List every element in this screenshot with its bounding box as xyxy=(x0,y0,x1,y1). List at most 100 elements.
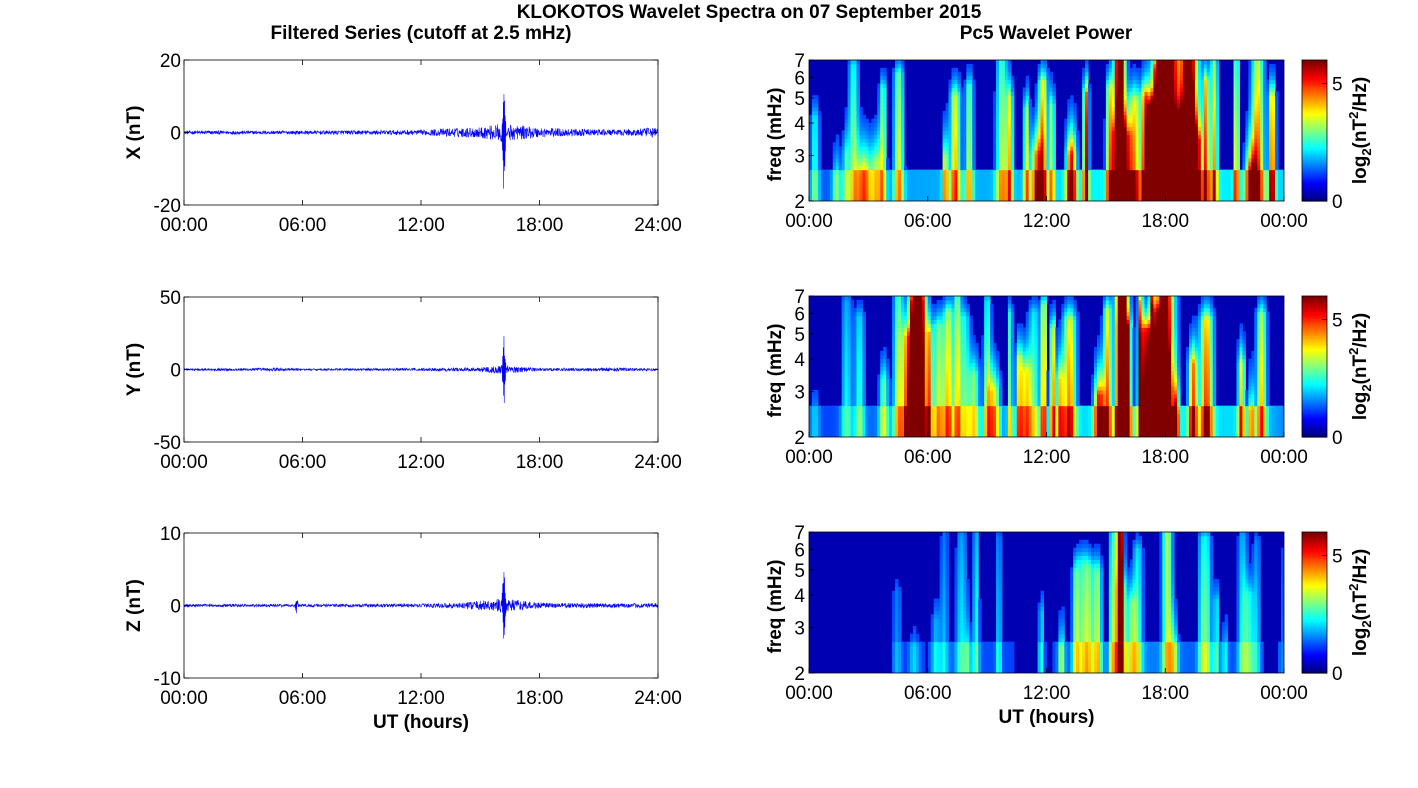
heatmap-cell xyxy=(1049,103,1053,108)
heatmap-cell xyxy=(850,173,855,178)
heatmap-cell xyxy=(1212,126,1217,131)
heatmap-cell xyxy=(1067,118,1071,124)
heatmap-cell xyxy=(904,374,908,379)
heatmap-cell xyxy=(1174,87,1178,92)
heatmap-cell xyxy=(1123,107,1128,112)
heatmap-cell xyxy=(853,354,857,360)
heatmap-cell xyxy=(1251,95,1255,100)
heatmap-cell xyxy=(856,154,860,159)
heatmap-cell xyxy=(1001,71,1006,77)
heatmap-cell xyxy=(1088,146,1092,151)
heatmap-cell xyxy=(942,177,947,182)
heatmap-cell xyxy=(1114,193,1119,198)
heatmap-cell xyxy=(853,107,857,112)
heatmap-cell xyxy=(909,413,914,418)
heatmap-cell xyxy=(1191,107,1196,112)
heatmap-cell xyxy=(892,296,896,301)
heatmap-cell xyxy=(1236,142,1240,147)
heatmap-cell xyxy=(1224,173,1229,178)
heatmap-cell xyxy=(1203,91,1208,96)
heatmap-cell xyxy=(933,193,938,198)
heatmap-cell xyxy=(1108,138,1113,143)
heatmap-cell xyxy=(1085,91,1089,96)
heatmap-cell xyxy=(1120,138,1125,143)
heatmap-cell xyxy=(1123,63,1128,69)
heatmap-cell xyxy=(1064,134,1068,139)
heatmap-cell xyxy=(1150,95,1154,100)
heatmap-cell xyxy=(984,189,988,194)
heatmap-cell xyxy=(1266,138,1270,143)
heatmap-cell xyxy=(847,197,852,201)
heatmap-cell xyxy=(868,169,872,175)
left-column-title: Filtered Series (cutoff at 2.5 mHz) xyxy=(271,23,572,44)
heatmap-cell xyxy=(1126,197,1131,201)
heatmap-cell xyxy=(1150,103,1154,108)
colorbar-swatch xyxy=(1302,170,1327,173)
heatmap-cell xyxy=(859,413,863,418)
heatmap-cell xyxy=(838,157,843,163)
heatmap-cell xyxy=(1141,114,1145,120)
heatmap-cell xyxy=(1162,173,1166,178)
heatmap-cell xyxy=(1189,114,1193,120)
heatmap-cell xyxy=(850,366,855,371)
heatmap-cell xyxy=(904,169,908,175)
heatmap-cell xyxy=(960,138,964,143)
heatmap-cell xyxy=(1180,71,1184,77)
heatmap-cell xyxy=(1067,126,1071,131)
heatmap-cell xyxy=(1040,110,1045,116)
heatmap-cell xyxy=(1010,91,1015,96)
heatmap-cell xyxy=(1186,161,1190,167)
heatmap-cell xyxy=(1126,189,1131,194)
heatmap-cell xyxy=(1224,185,1229,190)
heatmap-cell xyxy=(1001,169,1006,175)
heatmap-cell xyxy=(1067,114,1071,120)
heatmap-cell xyxy=(1236,83,1240,88)
heatmap-cell xyxy=(850,177,855,182)
heatmap-cell xyxy=(1126,83,1131,88)
heatmap-cell xyxy=(927,173,932,178)
colorbar-frame xyxy=(1301,59,1328,202)
heatmap-cell xyxy=(1022,107,1027,112)
heatmap-cell xyxy=(1180,118,1184,124)
heatmap-cell xyxy=(1004,161,1009,167)
heatmap-cell xyxy=(856,110,860,116)
heatmap-cell xyxy=(1034,146,1039,151)
heatmap-cell xyxy=(963,173,967,178)
heatmap-cell xyxy=(1189,71,1193,77)
heatmap-cell xyxy=(886,405,890,411)
heatmap-cell xyxy=(1004,107,1009,112)
heatmap-cell xyxy=(883,366,887,371)
heatmap-cell xyxy=(1010,114,1015,120)
heatmap-cell xyxy=(901,390,905,395)
heatmap-cell xyxy=(1079,197,1083,201)
heatmap-cell xyxy=(1191,157,1196,163)
heatmap-cell xyxy=(847,165,852,171)
heatmap-cell xyxy=(1168,110,1172,116)
heatmap-cell xyxy=(1263,99,1267,104)
heatmap-cell xyxy=(1034,103,1039,108)
heatmap-cell xyxy=(1183,114,1187,120)
heatmap-cell xyxy=(1099,189,1104,194)
heatmap-cell xyxy=(1153,79,1157,84)
heatmap-cell xyxy=(853,134,857,139)
heatmap-cell xyxy=(847,157,852,163)
heatmap-cell xyxy=(951,122,955,128)
heatmap-cell xyxy=(892,417,896,422)
heatmap-cell xyxy=(969,107,973,112)
heatmap-cell xyxy=(904,346,908,352)
heatmap-cell xyxy=(1162,177,1166,182)
heatmap-cell xyxy=(847,181,852,186)
heatmap-cell xyxy=(1233,83,1237,88)
heatmap-cell xyxy=(948,126,952,131)
heatmap-cell xyxy=(981,181,985,186)
heatmap-cell xyxy=(1138,142,1142,147)
heatmap-cell xyxy=(865,122,869,128)
heatmap-cell xyxy=(1126,91,1131,96)
heatmap-cell xyxy=(909,401,914,407)
series-line-z xyxy=(183,572,659,639)
heatmap-cell xyxy=(850,107,855,112)
heatmap-cell xyxy=(963,157,967,163)
heatmap-cell xyxy=(898,157,902,163)
heatmap-cell xyxy=(957,79,961,84)
heatmap-cell xyxy=(1159,138,1163,143)
